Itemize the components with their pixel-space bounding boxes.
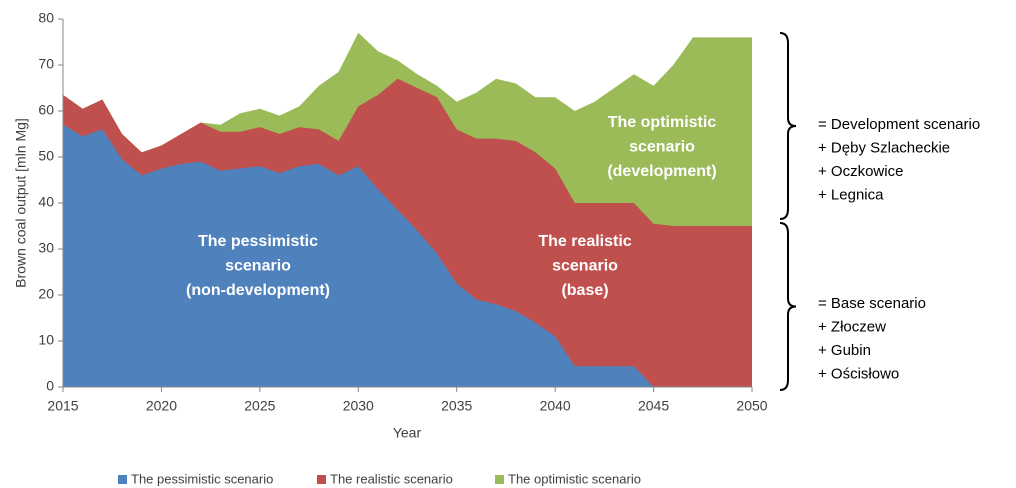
legend-label: The pessimistic scenario [131, 471, 273, 486]
x-tick-label: 2020 [146, 398, 177, 414]
y-tick-label: 70 [38, 56, 54, 72]
bracket-text: + Ościsłowo [818, 365, 899, 382]
legend-swatch [495, 475, 504, 484]
area [63, 124, 752, 388]
x-tick-label: 2040 [540, 398, 571, 414]
y-tick-label: 10 [38, 332, 54, 348]
area-label: scenario [552, 258, 618, 275]
bracket [779, 222, 797, 391]
area-label: scenario [629, 139, 695, 156]
y-tick-label: 60 [38, 102, 54, 118]
area-label: (base) [561, 282, 608, 299]
y-tick-label: 30 [38, 240, 54, 256]
y-tick-label: 20 [38, 286, 54, 302]
x-tick-label: 2050 [736, 398, 767, 414]
area-label: The realistic [538, 233, 631, 250]
x-tick-label: 2025 [244, 398, 275, 414]
legend-swatch [317, 475, 326, 484]
bracket-text: + Legnica [818, 186, 884, 203]
y-tick-label: 50 [38, 148, 54, 164]
area-label: The pessimistic [198, 233, 318, 250]
bracket-text: + Gubin [818, 342, 871, 359]
bracket-text: = Development scenario [818, 116, 980, 133]
bracket-text: + Oczkowice [818, 163, 903, 180]
x-tick-label: 2045 [638, 398, 669, 414]
area-label: (development) [607, 163, 716, 180]
y-tick-label: 0 [46, 378, 54, 394]
bracket-text: + Złoczew [818, 318, 886, 335]
legend-swatch [118, 475, 127, 484]
y-tick-label: 80 [38, 10, 54, 26]
bracket-text: = Base scenario [818, 295, 926, 312]
x-tick-label: 2035 [441, 398, 472, 414]
legend-label: The realistic scenario [330, 471, 453, 486]
y-axis-title: Brown coal output [mln Mg] [13, 118, 29, 288]
x-axis-title: Year [393, 425, 422, 441]
x-tick-label: 2015 [47, 398, 78, 414]
area-label: (non-development) [186, 282, 330, 299]
legend-label: The optimistic scenario [508, 471, 641, 486]
y-tick-label: 40 [38, 194, 54, 210]
area-label: The optimistic [608, 114, 717, 131]
bracket-text: + Dęby Szlacheckie [818, 139, 950, 156]
area-label: scenario [225, 258, 291, 275]
bracket [779, 32, 797, 220]
x-tick-label: 2030 [343, 398, 374, 414]
